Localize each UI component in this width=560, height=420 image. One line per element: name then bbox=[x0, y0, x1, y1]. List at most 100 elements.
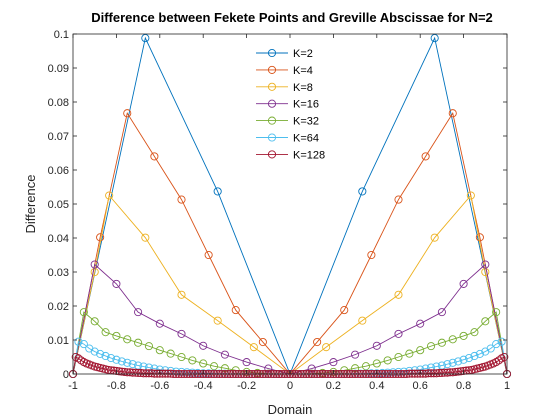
legend-swatch-marker bbox=[267, 116, 277, 125]
data-point bbox=[213, 316, 222, 325]
data-point bbox=[459, 366, 468, 375]
data-point bbox=[443, 368, 452, 377]
data-point bbox=[329, 358, 338, 367]
data-point bbox=[492, 358, 501, 367]
data-point bbox=[451, 367, 460, 377]
data-point bbox=[426, 369, 436, 378]
x-tick-label: -0.4 bbox=[194, 380, 213, 392]
data-point bbox=[340, 306, 349, 315]
legend-swatch-marker bbox=[267, 82, 277, 91]
data-point bbox=[358, 187, 367, 196]
x-tick-label: -0.2 bbox=[237, 380, 256, 392]
data-point bbox=[213, 187, 222, 196]
x-tick-label: 0.6 bbox=[413, 380, 428, 392]
data-point bbox=[329, 367, 338, 377]
legend-swatch-marker bbox=[267, 133, 277, 142]
y-tick-label: 0.04 bbox=[48, 233, 69, 245]
data-point bbox=[139, 369, 148, 378]
data-point bbox=[79, 340, 88, 349]
data-point bbox=[177, 195, 186, 204]
x-tick-label: 0.2 bbox=[326, 380, 341, 392]
legend-entry: K=32 bbox=[256, 116, 319, 128]
data-point bbox=[155, 319, 164, 328]
data-point bbox=[112, 355, 121, 364]
x-tick-label: 0.4 bbox=[369, 380, 384, 392]
data-point bbox=[399, 367, 408, 376]
legend-swatch-marker bbox=[267, 150, 277, 159]
data-point bbox=[437, 338, 446, 347]
y-tick-label: 0.09 bbox=[48, 63, 69, 75]
data-point bbox=[134, 338, 143, 347]
data-point bbox=[313, 337, 322, 347]
legend-entry: K=128 bbox=[256, 149, 325, 161]
data-point bbox=[394, 195, 403, 204]
data-point bbox=[430, 34, 439, 43]
y-tick-label: 0 bbox=[63, 369, 69, 381]
data-point bbox=[372, 359, 381, 368]
legend-label: K=4 bbox=[293, 65, 313, 77]
data-point bbox=[141, 233, 150, 242]
data-point bbox=[448, 109, 457, 118]
x-tick-label: 1 bbox=[504, 380, 510, 392]
data-point bbox=[177, 367, 186, 377]
data-point bbox=[394, 367, 403, 377]
legend: K=2 K=4 K=8 K=16 K=32 K=64 K=128 bbox=[251, 43, 333, 167]
data-point bbox=[372, 341, 381, 350]
legend-label: K=8 bbox=[293, 82, 313, 94]
data-point bbox=[424, 369, 433, 378]
data-point bbox=[443, 360, 452, 369]
x-tick-label: 0 bbox=[287, 380, 293, 392]
data-point bbox=[448, 358, 457, 367]
data-point bbox=[150, 152, 159, 161]
data-point bbox=[437, 308, 446, 317]
data-point bbox=[144, 369, 153, 378]
data-point bbox=[112, 279, 121, 288]
data-point bbox=[429, 369, 438, 378]
data-point bbox=[394, 290, 403, 299]
data-point bbox=[486, 344, 495, 353]
data-point bbox=[90, 347, 99, 356]
legend-swatch-marker bbox=[267, 65, 277, 74]
data-point bbox=[454, 357, 463, 366]
data-point bbox=[454, 367, 463, 376]
data-point bbox=[242, 367, 251, 377]
data-point bbox=[322, 343, 331, 352]
data-point bbox=[123, 358, 132, 367]
data-point bbox=[131, 368, 140, 377]
legend-entry: K=4 bbox=[256, 65, 313, 77]
data-point bbox=[79, 308, 88, 317]
data-point bbox=[96, 349, 105, 358]
legend-entry: K=16 bbox=[256, 99, 319, 111]
legend-swatch-marker bbox=[267, 48, 277, 58]
y-tick-label: 0.07 bbox=[48, 131, 69, 143]
data-point bbox=[500, 352, 509, 362]
data-point bbox=[144, 342, 153, 351]
data-point bbox=[459, 279, 468, 288]
data-point bbox=[150, 364, 159, 373]
data-point bbox=[481, 260, 490, 269]
data-point bbox=[128, 360, 137, 369]
data-point bbox=[430, 233, 439, 242]
data-point bbox=[112, 331, 121, 340]
y-tick-label: 0.03 bbox=[48, 267, 69, 279]
data-point bbox=[437, 368, 446, 378]
data-point bbox=[101, 328, 110, 337]
data-point bbox=[492, 340, 501, 349]
x-tick-label: 0.8 bbox=[456, 380, 471, 392]
data-point bbox=[199, 341, 208, 350]
chart-title: Difference between Fekete Points and Gre… bbox=[91, 10, 493, 25]
data-point bbox=[142, 369, 151, 378]
data-point bbox=[123, 109, 132, 118]
data-point bbox=[249, 343, 258, 352]
data-point bbox=[136, 368, 145, 378]
legend-swatch-marker bbox=[267, 99, 277, 108]
data-point bbox=[258, 337, 267, 347]
data-point bbox=[74, 337, 83, 346]
data-point bbox=[470, 328, 479, 337]
data-point bbox=[177, 290, 186, 299]
data-point bbox=[123, 335, 132, 344]
data-point bbox=[134, 308, 143, 317]
data-point bbox=[358, 316, 367, 325]
legend-entry: K=64 bbox=[256, 133, 319, 145]
